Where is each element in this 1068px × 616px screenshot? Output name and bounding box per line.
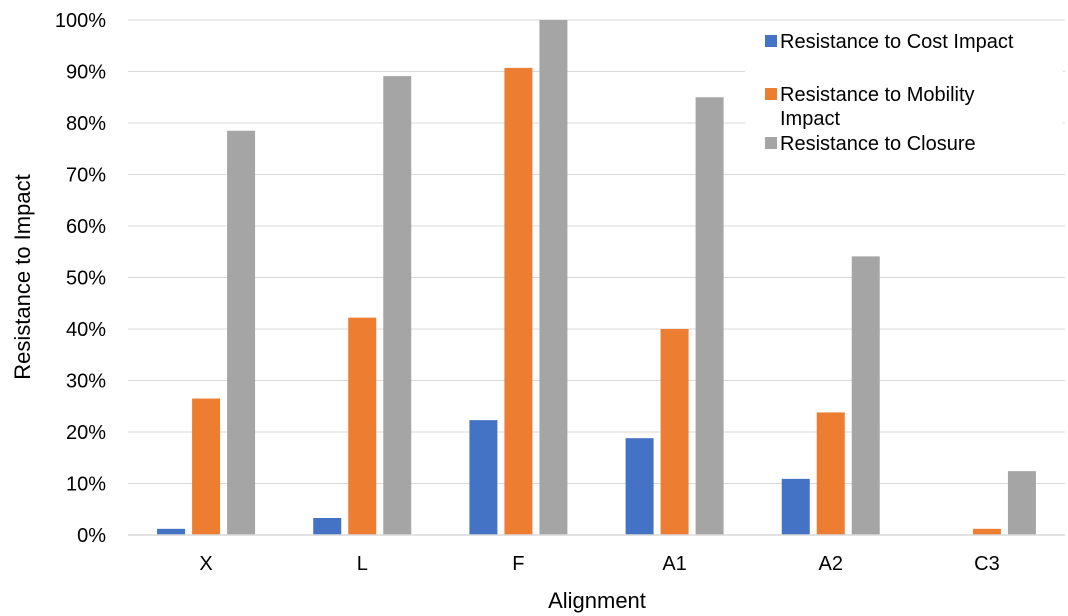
bar [192,398,221,535]
y-tick-label: 0% [77,525,106,547]
x-tick-label: L [357,553,368,575]
legend-label: Impact [780,108,840,130]
y-tick-label: 60% [66,216,106,238]
gridlines [128,19,1065,484]
y-tick-label: 20% [66,422,106,444]
bars [157,20,1036,536]
x-tick-label: C3 [974,553,1000,575]
x-axis-ticks: X L F A1 A2 C3 [199,553,999,575]
y-tick-label: 10% [66,474,106,496]
bar [625,438,654,535]
y-tick-label: 70% [66,165,106,187]
bar [383,76,412,535]
bar [660,329,689,535]
x-tick-label: A2 [819,553,843,575]
bar [972,528,1001,535]
legend: Resistance to Cost Impact Resistance to M… [745,22,1063,174]
bar [227,130,256,535]
legend-label: Resistance to Mobility [780,84,975,106]
x-tick-label: X [199,553,212,575]
legend-swatch [765,35,777,47]
legend-background [745,22,1063,174]
bar [851,256,880,535]
bar [1007,471,1036,535]
legend-swatch [765,137,777,149]
legend-label: Resistance to Closure [780,133,976,155]
bar [781,478,810,535]
y-tick-label: 100% [55,10,106,32]
bar [504,67,533,536]
x-tick-label: A1 [662,553,686,575]
y-tick-label: 90% [66,62,106,84]
y-axis-ticks: 0% 10% 20% 30% 40% 50% 60% 70% 80% 90% 100% [55,10,106,547]
bar [157,528,186,535]
x-axis-title: Alignment [548,588,646,613]
bar [469,420,498,535]
y-tick-label: 40% [66,319,106,341]
bar [313,518,342,535]
y-axis-title: Resistance to Impact [10,174,35,379]
x-tick-label: F [512,553,524,575]
y-tick-label: 80% [66,113,106,135]
bar [539,20,568,535]
y-tick-label: 30% [66,371,106,393]
bar [695,97,724,535]
bar [348,317,377,535]
legend-swatch [765,88,777,100]
y-tick-label: 50% [66,268,106,290]
bar [816,412,845,535]
legend-label: Resistance to Cost Impact [780,31,1014,53]
